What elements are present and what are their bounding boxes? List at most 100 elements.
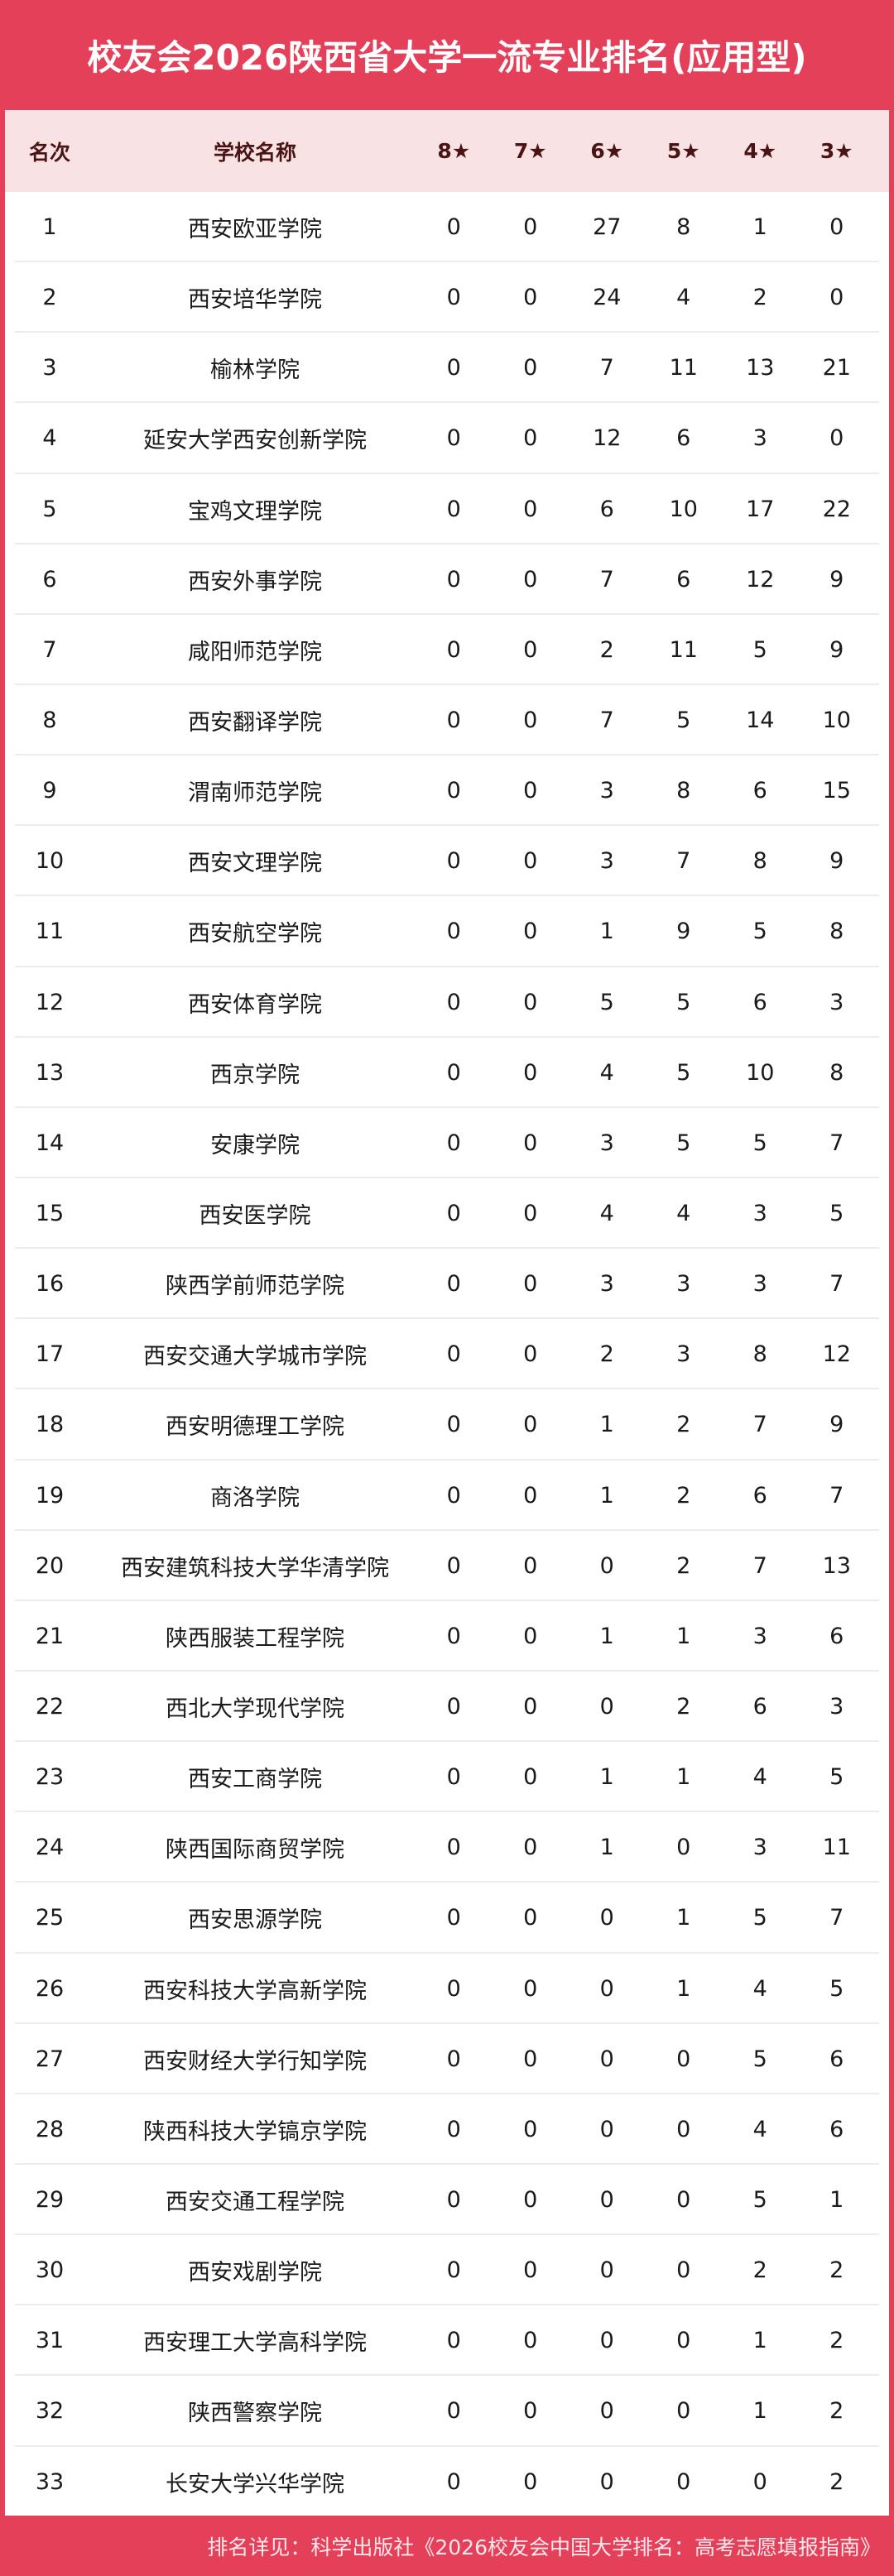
star4-cell: 3 bbox=[752, 1271, 767, 1298]
star5-cell: 5 bbox=[676, 1059, 691, 1086]
star4-cell: 1 bbox=[752, 2398, 767, 2425]
school-name-cell: 西安文理学院 bbox=[188, 851, 322, 877]
star3-cell: 22 bbox=[822, 496, 851, 522]
star3-cell: 7 bbox=[829, 1905, 844, 1931]
star8-cell: 0 bbox=[446, 2328, 461, 2354]
star4-cell: 6 bbox=[752, 989, 767, 1015]
star6-cell: 0 bbox=[599, 1905, 614, 1931]
table-row: 13 西京学院 0 0 4 5 10 8 bbox=[5, 1038, 889, 1108]
star3-cell: 2 bbox=[829, 2398, 844, 2425]
star6-cell: 7 bbox=[599, 708, 614, 734]
star4-cell: 6 bbox=[752, 1694, 767, 1720]
star3-cell: 8 bbox=[829, 1059, 844, 1086]
star3-cell: 5 bbox=[829, 1764, 844, 1791]
star7-cell: 0 bbox=[523, 566, 538, 592]
star3-cell: 6 bbox=[829, 1623, 844, 1649]
source-note: 排名详见：科学出版社《2026校友会中国大学排名：高考志愿填报指南》 bbox=[207, 2535, 881, 2559]
star8-cell: 0 bbox=[446, 214, 461, 241]
star6-cell: 0 bbox=[599, 1975, 614, 2002]
star6-cell: 7 bbox=[599, 355, 614, 381]
star8-cell: 0 bbox=[446, 2116, 461, 2142]
school-name-cell: 西安建筑科技大学华清学院 bbox=[121, 1555, 389, 1581]
table-row: 12 西安体育学院 0 0 5 5 6 3 bbox=[5, 967, 889, 1038]
page-title: 校友会2026陕西省大学一流专业排名(应用型) bbox=[87, 37, 807, 78]
star6-cell: 1 bbox=[599, 1623, 614, 1649]
star3-cell: 0 bbox=[829, 425, 844, 452]
star4-cell: 3 bbox=[752, 1835, 767, 1861]
star8-cell: 0 bbox=[446, 1835, 461, 1861]
star4-cell: 5 bbox=[752, 1905, 767, 1931]
rank-cell: 23 bbox=[35, 1764, 65, 1791]
header-3-star: 3★ bbox=[820, 139, 853, 163]
rank-cell: 10 bbox=[35, 848, 65, 875]
school-name-cell: 陕西国际商贸学院 bbox=[166, 1837, 344, 1864]
star8-cell: 0 bbox=[446, 496, 461, 522]
star8-cell: 0 bbox=[446, 1623, 461, 1649]
table-row: 4 延安大学西安创新学院 0 0 12 6 3 0 bbox=[5, 403, 889, 474]
table-row: 32 陕西警察学院 0 0 0 0 1 2 bbox=[5, 2376, 889, 2447]
school-name-cell: 西京学院 bbox=[210, 1062, 300, 1088]
school-name-cell: 西安明德理工学院 bbox=[166, 1414, 344, 1441]
star4-cell: 2 bbox=[752, 2257, 767, 2284]
star8-cell: 0 bbox=[446, 1905, 461, 1931]
star8-cell: 0 bbox=[446, 285, 461, 311]
star5-cell: 0 bbox=[676, 2328, 691, 2354]
star3-cell: 7 bbox=[829, 1130, 844, 1156]
table-row: 5 宝鸡文理学院 0 0 6 10 17 22 bbox=[5, 474, 889, 544]
star3-cell: 9 bbox=[829, 848, 844, 875]
star8-cell: 0 bbox=[446, 1694, 461, 1720]
star8-cell: 0 bbox=[446, 1201, 461, 1227]
star4-cell: 5 bbox=[752, 919, 767, 945]
star6-cell: 7 bbox=[599, 566, 614, 592]
star7-cell: 0 bbox=[523, 1341, 538, 1368]
table-row: 21 陕西服装工程学院 0 0 1 1 3 6 bbox=[5, 1601, 889, 1672]
rank-cell: 6 bbox=[42, 566, 57, 592]
school-name-cell: 西安翻译学院 bbox=[188, 710, 322, 736]
star3-cell: 7 bbox=[829, 1271, 844, 1298]
school-name-cell: 西安航空学院 bbox=[188, 921, 322, 947]
star5-cell: 9 bbox=[676, 919, 691, 945]
table-row: 24 陕西国际商贸学院 0 0 1 0 3 11 bbox=[5, 1812, 889, 1883]
star7-cell: 0 bbox=[523, 1130, 538, 1156]
star6-cell: 0 bbox=[599, 2328, 614, 2354]
star4-cell: 12 bbox=[746, 566, 775, 592]
school-name-cell: 长安大学兴华学院 bbox=[166, 2471, 344, 2497]
rank-cell: 19 bbox=[35, 1482, 65, 1509]
rank-cell: 21 bbox=[35, 1623, 65, 1649]
school-name-cell: 西安思源学院 bbox=[188, 1907, 322, 1934]
star8-cell: 0 bbox=[446, 778, 461, 804]
table-row: 1 西安欧亚学院 0 0 27 8 1 0 bbox=[5, 192, 889, 263]
star6-cell: 24 bbox=[593, 285, 622, 311]
star5-cell: 3 bbox=[676, 1271, 691, 1298]
header-5-star: 5★ bbox=[666, 139, 700, 163]
rank-cell: 24 bbox=[35, 1835, 65, 1861]
school-name-cell: 榆林学院 bbox=[210, 357, 300, 384]
school-name-cell: 陕西科技大学镐京学院 bbox=[143, 2118, 367, 2145]
star8-cell: 0 bbox=[446, 1130, 461, 1156]
star6-cell: 0 bbox=[599, 1552, 614, 1579]
star8-cell: 0 bbox=[446, 919, 461, 945]
table-row: 31 西安理工大学高科学院 0 0 0 0 1 2 bbox=[5, 2305, 889, 2377]
star6-cell: 0 bbox=[599, 2468, 614, 2495]
rank-cell: 11 bbox=[35, 919, 65, 945]
star5-cell: 11 bbox=[669, 636, 698, 663]
star5-cell: 1 bbox=[676, 1905, 691, 1931]
star3-cell: 8 bbox=[829, 919, 844, 945]
rank-cell: 14 bbox=[35, 1130, 65, 1156]
table-row: 16 陕西学前师范学院 0 0 3 3 3 7 bbox=[5, 1249, 889, 1320]
star8-cell: 0 bbox=[446, 1552, 461, 1579]
star7-cell: 0 bbox=[523, 355, 538, 381]
table-body: 1 西安欧亚学院 0 0 27 8 1 0 2 西安培华学院 0 0 24 4 2 0 3 榆林学院 0 0 7 11 13… bbox=[5, 192, 889, 2517]
school-name-cell: 西安交通大学城市学院 bbox=[143, 1344, 367, 1370]
star4-cell: 14 bbox=[746, 708, 775, 734]
school-name-cell: 延安大学西安创新学院 bbox=[143, 428, 367, 454]
header-6-star: 6★ bbox=[590, 139, 624, 163]
ranking-table: 名次 学校名称 8★ 7★ 6★ 5★ 4★ 3★ 1 西安欧亚学院 0 0 27 8 1 0… bbox=[5, 110, 889, 2516]
rank-cell: 13 bbox=[35, 1059, 65, 1086]
header-8-star: 8★ bbox=[437, 139, 471, 163]
star6-cell: 6 bbox=[599, 496, 614, 522]
star4-cell: 6 bbox=[752, 778, 767, 804]
star6-cell: 1 bbox=[599, 1835, 614, 1861]
star5-cell: 6 bbox=[676, 425, 691, 452]
star3-cell: 6 bbox=[829, 2116, 844, 2142]
